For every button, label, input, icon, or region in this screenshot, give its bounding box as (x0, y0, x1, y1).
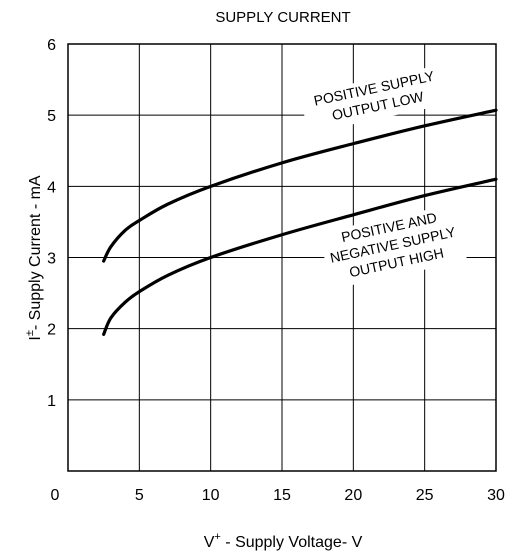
x-tick-label: 10 (202, 487, 220, 504)
x-tick-label: 15 (273, 487, 291, 504)
y-tick-labels: 1 2 3 4 5 6 (47, 37, 56, 410)
x-tick-label: 30 (487, 487, 505, 504)
label-backing (319, 203, 468, 290)
x-tick-label: 0 (51, 487, 60, 504)
x-tick-labels: 0 5 10 15 20 25 30 (51, 487, 505, 504)
y-tick-label: 2 (47, 322, 56, 339)
plot-frame (67, 43, 497, 472)
label-backing (299, 63, 453, 134)
x-tick-label: 5 (135, 487, 144, 504)
x-tick-label: 25 (416, 487, 434, 504)
series-line-2 (102, 177, 498, 336)
y-tick-label: 1 (47, 393, 56, 410)
x-tick-label: 20 (344, 487, 362, 504)
series-line-1 (102, 108, 498, 263)
y-tick-label: 4 (47, 179, 56, 196)
y-tick-label: 5 (47, 108, 56, 125)
y-tick-label: 3 (47, 251, 56, 268)
y-axis-label: I±- Supply Current - mA (24, 175, 44, 341)
y-tick-label: 6 (47, 37, 56, 54)
chart-title: SUPPLY CURRENT (215, 9, 350, 26)
series-group (102, 108, 498, 336)
x-axis-label: V+ - Supply Voltage- V (204, 531, 363, 551)
